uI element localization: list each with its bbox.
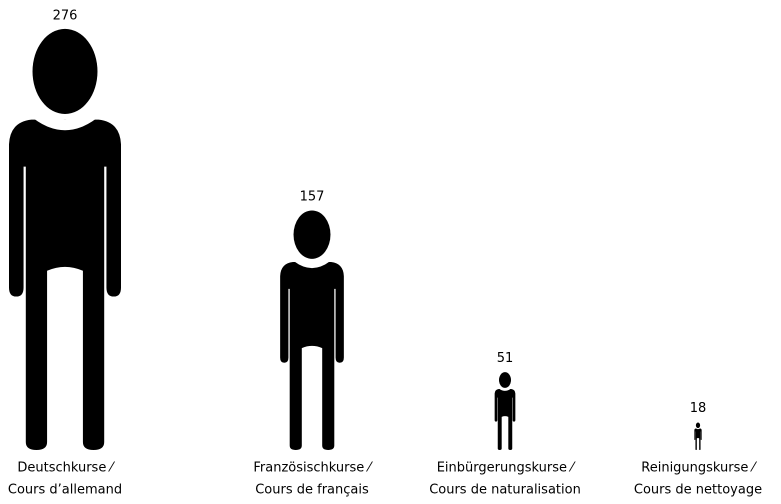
person-body xyxy=(280,262,344,451)
person-head xyxy=(498,372,512,388)
category-label: Cours de français xyxy=(255,483,369,498)
value-label: 18 xyxy=(690,401,707,416)
person-collar xyxy=(294,255,330,269)
value-label: 276 xyxy=(53,9,78,24)
category-label: Reinigungskurse ⁄ xyxy=(641,461,757,476)
person-icon xyxy=(494,372,516,450)
person-head xyxy=(695,422,701,429)
category-label: Einbürgerungskurse ⁄ xyxy=(437,461,576,476)
category-label: Cours de nettoyage xyxy=(634,483,762,498)
person-head xyxy=(293,210,331,259)
category-label: Deutschkurse ⁄ xyxy=(17,461,115,476)
person-icon xyxy=(694,422,702,450)
person-body xyxy=(494,388,516,450)
person-icon xyxy=(280,210,344,451)
value-label: 51 xyxy=(497,351,514,366)
value-label: 157 xyxy=(300,190,325,205)
person-icon xyxy=(9,28,121,450)
person-head xyxy=(32,28,98,115)
person-collar xyxy=(33,108,97,131)
person-collar xyxy=(695,427,701,430)
category-label: Cours de naturalisation xyxy=(429,483,581,498)
person-body xyxy=(694,428,702,450)
person-body xyxy=(9,119,121,450)
person-collar xyxy=(499,386,511,391)
category-label: Cours d’allemand xyxy=(8,483,122,498)
category-label: Französischkurse ⁄ xyxy=(253,461,373,476)
